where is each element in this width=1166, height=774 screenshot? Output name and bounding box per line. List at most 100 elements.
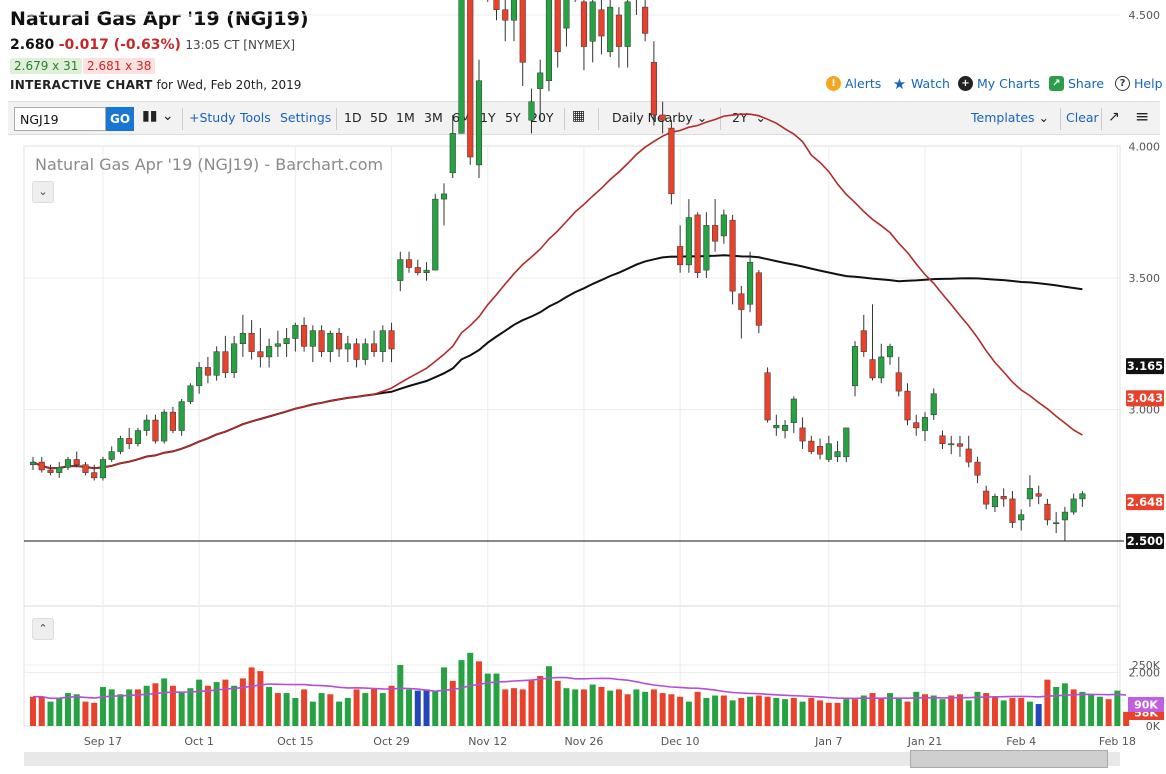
volume-bar — [222, 679, 229, 726]
price-tick-label: 3.500 — [1129, 272, 1161, 285]
volume-bar — [519, 689, 526, 726]
volume-bar — [169, 685, 176, 726]
period-3m[interactable]: 3M — [424, 110, 443, 125]
study-button[interactable]: +Study — [189, 110, 236, 125]
volume-bar — [1123, 711, 1130, 726]
volume-bar — [720, 695, 727, 726]
period-1y[interactable]: 1Y — [480, 110, 496, 125]
price-label-box — [1126, 533, 1164, 549]
candle-body — [248, 332, 255, 352]
period-20y[interactable]: 20Y — [530, 110, 554, 125]
expand-icon[interactable]: ↗ — [1108, 109, 1120, 125]
help-link[interactable]: ? Help — [1115, 76, 1163, 91]
date-tick-label: Nov 12 — [468, 735, 507, 748]
candle-body — [1053, 522, 1060, 525]
chart-title: Natural Gas Apr '19 (NGJ19) - Barchart.c… — [35, 155, 383, 174]
volume-bar — [930, 695, 937, 726]
candle-body — [738, 293, 745, 310]
candle-body — [64, 459, 72, 468]
calendar-icon[interactable]: ▦ — [572, 108, 586, 124]
subtitle-date: for Wed, Feb 20th, 2019 — [152, 78, 302, 92]
volume-bar — [1114, 690, 1121, 726]
candle-body — [650, 62, 657, 116]
date-tick-label: Nov 26 — [564, 735, 603, 748]
share-link[interactable]: ↗ Share — [1049, 76, 1104, 91]
candle-body — [91, 472, 98, 479]
period-5d[interactable]: 5D — [370, 110, 388, 125]
scrollbar-thumb[interactable] — [910, 750, 1108, 768]
volume-label: 90K — [1134, 699, 1158, 712]
volume-bar — [30, 696, 36, 726]
candle-body — [930, 393, 937, 416]
volume-bar — [213, 682, 220, 726]
date-tick-label: Feb 4 — [1006, 735, 1036, 748]
volume-bar — [432, 690, 439, 726]
candle-body — [213, 351, 220, 376]
period-1m[interactable]: 1M — [396, 110, 415, 125]
date-tick-label: Oct 15 — [277, 735, 314, 748]
go-button[interactable]: GO — [106, 107, 134, 131]
volume-bar — [64, 693, 71, 726]
ask-badge: 2.681 x 38 — [83, 58, 156, 74]
candle-body — [956, 443, 964, 447]
collapse-panel-button[interactable]: ⌄ — [32, 181, 54, 203]
date-tick-label: Dec 10 — [661, 735, 700, 748]
volume-bar — [939, 699, 946, 726]
tools-button[interactable]: Tools — [240, 110, 271, 125]
volume-bar — [510, 688, 517, 726]
date-tick-label: Oct 29 — [373, 735, 410, 748]
candle-body — [991, 496, 999, 508]
timeline-scrollbar[interactable] — [24, 752, 1120, 766]
volume-bar — [843, 699, 850, 726]
candle-body — [449, 133, 456, 174]
price-line: 2.680 -0.017 (-0.63%) 13:05 CT [NYMEX] — [10, 37, 295, 53]
date-tick-label: Oct 1 — [184, 735, 214, 748]
candle-type-icon[interactable]: ▮▮ ⌄ — [142, 108, 174, 124]
candle-body — [309, 330, 316, 347]
menu-icon[interactable]: ≡ — [1135, 107, 1150, 127]
candle-body — [344, 343, 351, 350]
symbol-input[interactable] — [14, 107, 106, 131]
candle-body — [353, 343, 360, 360]
candle-body — [939, 435, 946, 444]
candle-body — [878, 356, 885, 379]
period-5y[interactable]: 5Y — [505, 110, 521, 125]
candle-body — [1026, 488, 1033, 500]
candle-body — [1070, 498, 1077, 513]
volume-bar — [283, 693, 290, 726]
candle-body — [860, 330, 867, 352]
volume-bar — [650, 689, 657, 726]
subtitle-label: INTERACTIVE CHART — [10, 78, 153, 92]
candle-body — [764, 372, 771, 421]
my-charts-link[interactable]: + My Charts — [958, 76, 1040, 91]
volume-bar — [615, 689, 622, 726]
price-change: -0.017 (-0.63%) — [58, 37, 181, 53]
candle-body — [755, 272, 762, 326]
volume-bar — [423, 689, 430, 726]
templates-select[interactable]: Templates ⌄ — [971, 110, 1049, 125]
help-icon: ? — [1115, 76, 1130, 91]
volume-bar — [362, 693, 369, 726]
candle-body — [362, 343, 369, 360]
candle-body — [467, 0, 474, 158]
candle-body — [318, 330, 325, 352]
volume-bar — [904, 701, 911, 726]
volume-panel-button[interactable]: ⌃ — [32, 618, 54, 640]
watch-link[interactable]: ★ Watch — [892, 75, 950, 93]
candle-body — [519, 0, 526, 63]
period-1d[interactable]: 1D — [344, 110, 362, 125]
volume-label-box — [1128, 697, 1164, 712]
clear-button[interactable]: Clear — [1066, 110, 1099, 125]
chart-toolbar: GO ▮▮ ⌄ +Study Tools Settings 1D 5D 1M 3… — [8, 101, 1160, 135]
volume-bar — [1079, 691, 1086, 726]
alerts-link[interactable]: ! Alerts — [826, 76, 881, 91]
settings-button[interactable]: Settings — [280, 110, 332, 125]
candle-body — [231, 343, 238, 373]
candle-body — [851, 346, 859, 387]
candle-body — [580, 1, 587, 47]
volume-bar — [274, 693, 281, 726]
volume-bar — [974, 691, 981, 726]
volume-bar — [117, 694, 124, 726]
aggregation-select[interactable]: Daily Nearby ⌄ — [612, 110, 707, 125]
